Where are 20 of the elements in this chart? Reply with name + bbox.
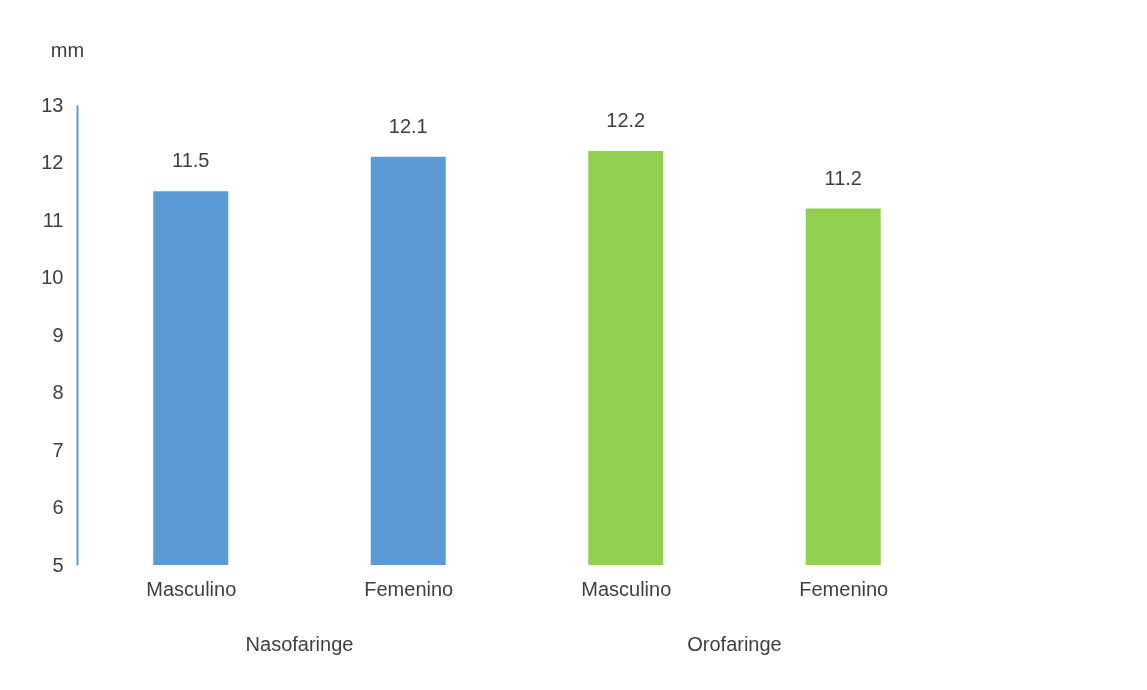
y-axis-title: mm [50, 38, 85, 61]
y-tick-label: 11 [42, 208, 64, 231]
y-tick-label: 12 [41, 151, 64, 173]
y-tick-label: 9 [52, 323, 64, 346]
x-tick-label: Femenino [799, 577, 889, 600]
data-label: 12.2 [606, 109, 646, 131]
y-tick-label: 8 [52, 381, 64, 403]
y-tick-label: 6 [52, 496, 64, 518]
data-label: 11.2 [824, 166, 862, 189]
text: Nasofaringe [245, 633, 354, 655]
x-tick-label: Femenino [364, 577, 454, 600]
y-tick-label: 5 [52, 553, 64, 576]
y-tick-label: 13 [41, 93, 64, 116]
text: Orofaringe [687, 633, 782, 655]
data-label: 12.1 [388, 114, 428, 137]
y-tick-label: 10 [41, 266, 64, 288]
x-tick-label: Masculino [581, 577, 672, 600]
y-tick-label: 7 [52, 438, 64, 461]
data-label: 11.5 [172, 149, 210, 172]
x-tick-label: Masculino [146, 577, 237, 600]
